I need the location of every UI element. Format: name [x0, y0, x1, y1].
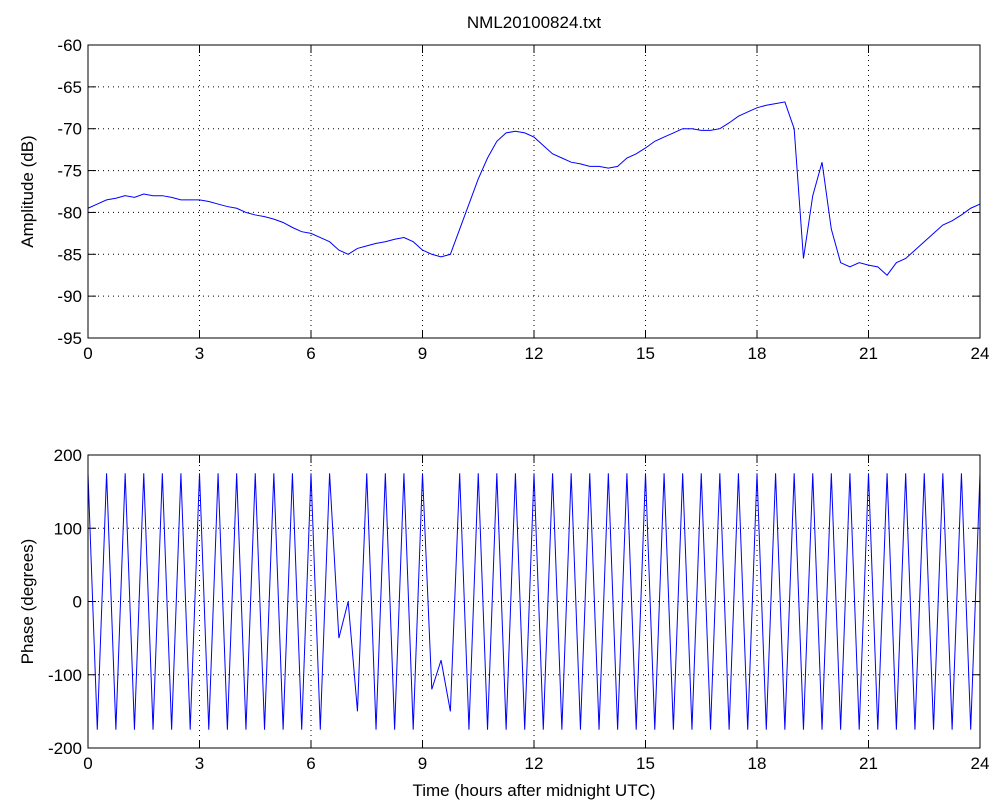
x-tick-label: 3 — [195, 344, 204, 363]
y-tick-label: -70 — [57, 120, 82, 139]
x-tick-label: 0 — [83, 344, 92, 363]
x-tick-label: 6 — [306, 754, 315, 773]
x-tick-label: 9 — [418, 754, 427, 773]
x-tick-label: 12 — [525, 754, 544, 773]
x-tick-label: 18 — [748, 344, 767, 363]
x-tick-label: 18 — [748, 754, 767, 773]
x-tick-label: 0 — [83, 754, 92, 773]
y-tick-label: -200 — [48, 739, 82, 758]
y-tick-label: -80 — [57, 203, 82, 222]
y-tick-label: -75 — [57, 162, 82, 181]
x-tick-label: 6 — [306, 344, 315, 363]
plot-area — [88, 45, 980, 338]
y-axis-label: Amplitude (dB) — [18, 135, 37, 247]
y-tick-label: 100 — [54, 519, 82, 538]
y-tick-label: 200 — [54, 446, 82, 465]
axes-frame — [87, 454, 981, 749]
axes-frame — [87, 44, 981, 339]
y-tick-label: 0 — [73, 593, 82, 612]
x-tick-label: 3 — [195, 754, 204, 773]
y-tick-label: -85 — [57, 245, 82, 264]
x-tick-label: 9 — [418, 344, 427, 363]
x-tick-label: 24 — [971, 754, 990, 773]
x-tick-label: 12 — [525, 344, 544, 363]
data-line — [87, 473, 981, 730]
y-axis-label: Phase (degrees) — [18, 539, 37, 665]
y-tick-label: -90 — [57, 287, 82, 306]
y-tick-label: -95 — [57, 329, 82, 348]
x-tick-label: 21 — [859, 344, 878, 363]
x-axis-label: Time (hours after midnight UTC) — [412, 781, 655, 800]
y-tick-label: -100 — [48, 666, 82, 685]
x-tick-label: 15 — [636, 754, 655, 773]
y-tick-label: -60 — [57, 36, 82, 55]
x-tick-label: 15 — [636, 344, 655, 363]
y-tick-label: -65 — [57, 78, 82, 97]
x-tick-label: 24 — [971, 344, 990, 363]
x-tick-label: 21 — [859, 754, 878, 773]
data-line — [87, 101, 981, 276]
chart-title: NML20100824.txt — [467, 13, 601, 32]
